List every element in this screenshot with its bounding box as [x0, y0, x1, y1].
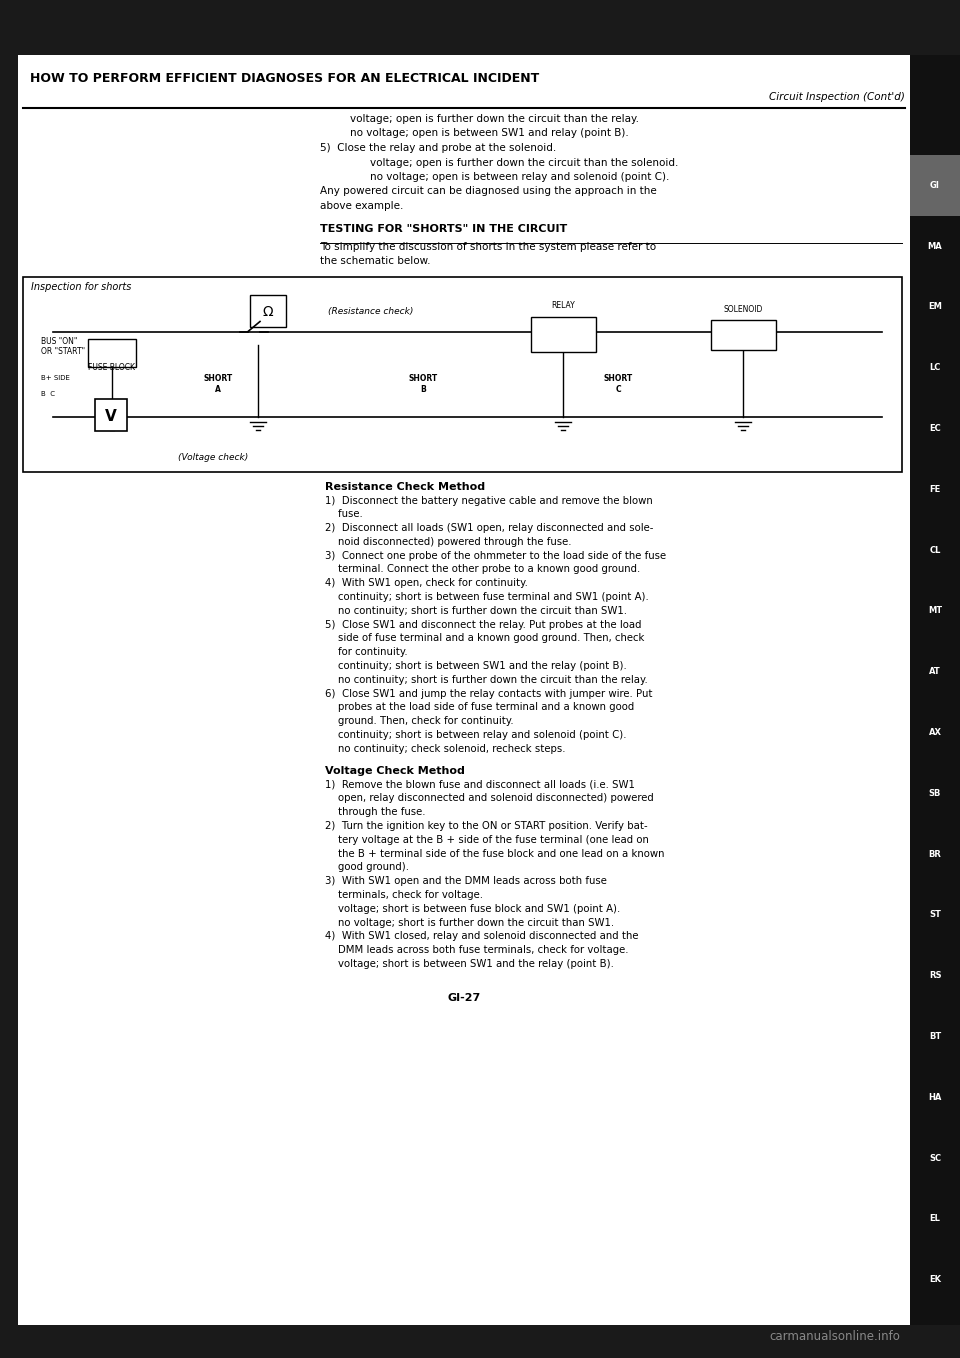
Bar	[910, 56, 960, 1325]
Text: 4)  With SW1 open, check for continuity.: 4) With SW1 open, check for continuity.	[325, 579, 528, 588]
Text: Inspection for shorts: Inspection for shorts	[31, 282, 132, 292]
Text: terminals, check for voltage.: terminals, check for voltage.	[325, 889, 483, 900]
Text: good ground).: good ground).	[325, 862, 409, 872]
Text: FE: FE	[929, 485, 941, 494]
Text: RELAY: RELAY	[551, 301, 575, 311]
Text: continuity; short is between relay and solenoid (point C).: continuity; short is between relay and s…	[325, 731, 627, 740]
Text: GI-27: GI-27	[447, 993, 481, 1004]
Text: 3)  With SW1 open and the DMM leads across both fuse: 3) With SW1 open and the DMM leads acros…	[325, 876, 607, 887]
Bar	[95, 398, 127, 430]
Text: the schematic below.: the schematic below.	[320, 255, 430, 266]
Text: Resistance Check Method: Resistance Check Method	[325, 482, 485, 492]
Text: B+ SIDE: B+ SIDE	[41, 375, 70, 380]
Text: no voltage; short is further down the circuit than SW1.: no voltage; short is further down the ci…	[325, 918, 614, 928]
Text: continuity; short is between fuse terminal and SW1 (point A).: continuity; short is between fuse termin…	[325, 592, 649, 602]
Text: Circuit Inspection (Cont'd): Circuit Inspection (Cont'd)	[769, 92, 905, 102]
Text: SB: SB	[929, 789, 941, 797]
Text: carmanualsonline.info: carmanualsonline.info	[769, 1329, 900, 1343]
Text: TESTING FOR "SHORTS" IN THE CIRCUIT: TESTING FOR "SHORTS" IN THE CIRCUIT	[320, 224, 567, 234]
Text: the B + terminal side of the fuse block and one lead on a known: the B + terminal side of the fuse block …	[325, 849, 664, 858]
Text: MT: MT	[928, 607, 942, 615]
Text: continuity; short is between SW1 and the relay (point B).: continuity; short is between SW1 and the…	[325, 661, 627, 671]
Text: 2)  Turn the ignition key to the ON or START position. Verify bat-: 2) Turn the ignition key to the ON or ST…	[325, 822, 648, 831]
Text: SOLENOID: SOLENOID	[723, 304, 762, 314]
Text: Voltage Check Method: Voltage Check Method	[325, 766, 465, 775]
Bar	[88, 338, 136, 367]
Text: open, relay disconnected and solenoid disconnected) powered: open, relay disconnected and solenoid di…	[325, 793, 654, 804]
Text: EL: EL	[929, 1214, 941, 1224]
Text: side of fuse terminal and a known good ground. Then, check: side of fuse terminal and a known good g…	[325, 633, 644, 644]
Bar	[711, 319, 776, 349]
Text: ST: ST	[929, 910, 941, 919]
Text: (Resistance check): (Resistance check)	[328, 307, 414, 316]
Text: B  C: B C	[41, 391, 55, 398]
Text: voltage; short is between SW1 and the relay (point B).: voltage; short is between SW1 and the re…	[325, 959, 613, 970]
Text: voltage; open is further down the circuit than the relay.: voltage; open is further down the circui…	[350, 114, 639, 124]
Text: EC: EC	[929, 424, 941, 433]
Text: no continuity; short is further down the circuit than the relay.: no continuity; short is further down the…	[325, 675, 648, 684]
Bar	[23, 277, 902, 471]
Text: Ω: Ω	[263, 304, 274, 319]
Text: BUS "ON": BUS "ON"	[41, 338, 78, 346]
Text: SHORT
A: SHORT A	[204, 373, 232, 394]
Text: for continuity.: for continuity.	[325, 648, 408, 657]
Text: SHORT
C: SHORT C	[604, 373, 633, 394]
Text: 5)  Close the relay and probe at the solenoid.: 5) Close the relay and probe at the sole…	[320, 143, 556, 153]
Text: HA: HA	[928, 1093, 942, 1101]
Text: AT: AT	[929, 667, 941, 676]
Text: fuse.: fuse.	[325, 509, 363, 519]
Text: LC: LC	[929, 363, 941, 372]
Text: 2)  Disconnect all loads (SW1 open, relay disconnected and sole-: 2) Disconnect all loads (SW1 open, relay…	[325, 523, 654, 534]
Text: terminal. Connect the other probe to a known good ground.: terminal. Connect the other probe to a k…	[325, 565, 640, 574]
Text: To simplify the discussion of shorts in the system please refer to: To simplify the discussion of shorts in …	[320, 243, 656, 253]
Text: SC: SC	[929, 1153, 941, 1162]
Text: EK: EK	[929, 1275, 941, 1285]
Text: GI: GI	[930, 181, 940, 190]
Text: SHORT
B: SHORT B	[408, 373, 438, 394]
Text: 6)  Close SW1 and jump the relay contacts with jumper wire. Put: 6) Close SW1 and jump the relay contacts…	[325, 689, 653, 699]
Text: CL: CL	[929, 546, 941, 554]
Text: 5)  Close SW1 and disconnect the relay. Put probes at the load: 5) Close SW1 and disconnect the relay. P…	[325, 619, 641, 630]
Text: tery voltage at the B + side of the fuse terminal (one lead on: tery voltage at the B + side of the fuse…	[325, 835, 649, 845]
Text: (Voltage check): (Voltage check)	[178, 452, 249, 462]
Text: DMM leads across both fuse terminals, check for voltage.: DMM leads across both fuse terminals, ch…	[325, 945, 629, 955]
Text: MA: MA	[927, 242, 943, 251]
Text: AX: AX	[928, 728, 942, 737]
Text: no continuity; check solenoid, recheck steps.: no continuity; check solenoid, recheck s…	[325, 744, 565, 754]
Text: BR: BR	[928, 850, 942, 858]
Text: no voltage; open is between relay and solenoid (point C).: no voltage; open is between relay and so…	[370, 172, 669, 182]
Text: no voltage; open is between SW1 and relay (point B).: no voltage; open is between SW1 and rela…	[350, 129, 629, 139]
Text: Any powered circuit can be diagnosed using the approach in the: Any powered circuit can be diagnosed usi…	[320, 186, 657, 197]
Text: 1)  Remove the blown fuse and disconnect all loads (i.e. SW1: 1) Remove the blown fuse and disconnect …	[325, 779, 635, 790]
Text: HOW TO PERFORM EFFICIENT DIAGNOSES FOR AN ELECTRICAL INCIDENT: HOW TO PERFORM EFFICIENT DIAGNOSES FOR A…	[30, 72, 540, 86]
Text: 1)  Disconnect the battery negative cable and remove the blown: 1) Disconnect the battery negative cable…	[325, 496, 653, 505]
Text: FUSE BLOCK: FUSE BLOCK	[88, 363, 135, 372]
Text: voltage; open is further down the circuit than the solenoid.: voltage; open is further down the circui…	[370, 158, 679, 167]
Text: ground. Then, check for continuity.: ground. Then, check for continuity.	[325, 716, 514, 727]
Bar	[910, 155, 960, 216]
Text: probes at the load side of fuse terminal and a known good: probes at the load side of fuse terminal…	[325, 702, 635, 713]
Text: 4)  With SW1 closed, relay and solenoid disconnected and the: 4) With SW1 closed, relay and solenoid d…	[325, 932, 638, 941]
Text: 3)  Connect one probe of the ohmmeter to the load side of the fuse: 3) Connect one probe of the ohmmeter to …	[325, 551, 666, 561]
Text: voltage; short is between fuse block and SW1 (point A).: voltage; short is between fuse block and…	[325, 904, 620, 914]
Bar	[531, 316, 596, 352]
Text: RS: RS	[928, 971, 941, 980]
Text: BT: BT	[929, 1032, 941, 1042]
Text: no continuity; short is further down the circuit than SW1.: no continuity; short is further down the…	[325, 606, 627, 617]
Text: V: V	[106, 409, 117, 424]
Text: through the fuse.: through the fuse.	[325, 807, 425, 818]
Bar	[250, 295, 286, 326]
Text: above example.: above example.	[320, 201, 403, 210]
Text: OR "START": OR "START"	[41, 346, 85, 356]
Text: noid disconnected) powered through the fuse.: noid disconnected) powered through the f…	[325, 536, 571, 547]
Text: EM: EM	[928, 303, 942, 311]
